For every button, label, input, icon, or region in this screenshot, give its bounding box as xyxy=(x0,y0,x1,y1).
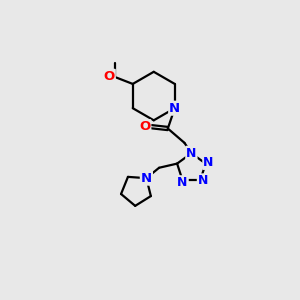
Text: N: N xyxy=(177,176,188,189)
Text: O: O xyxy=(103,70,115,83)
Text: N: N xyxy=(203,156,214,169)
Text: N: N xyxy=(198,174,208,188)
Text: N: N xyxy=(169,102,180,115)
Text: N: N xyxy=(186,147,197,160)
Text: O: O xyxy=(139,120,150,133)
Text: N: N xyxy=(141,172,152,185)
